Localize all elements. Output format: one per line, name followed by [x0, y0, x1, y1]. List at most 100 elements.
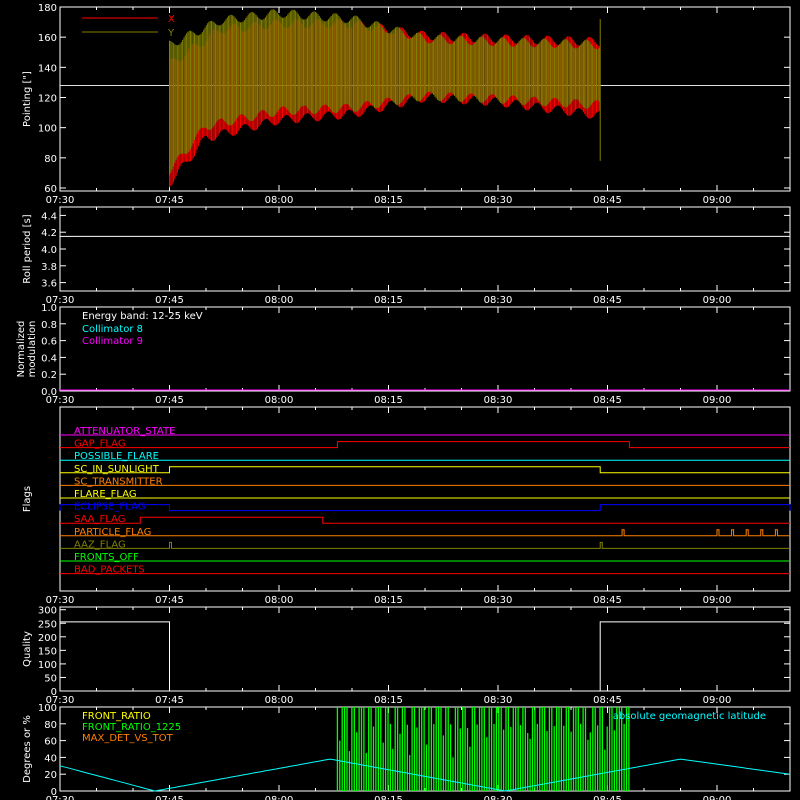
- time-tick-label: 07:30: [46, 395, 75, 406]
- y-tick-label: 4.2: [41, 228, 57, 239]
- flag-label: SC_TRANSMITTER: [74, 476, 163, 487]
- legend-label-latitude: absolute geomagnetic latitude: [613, 711, 766, 722]
- quality-line: [60, 621, 790, 692]
- time-tick-label: 07:30: [46, 795, 75, 800]
- modulation-ylabel: modulation: [27, 321, 38, 378]
- y-tick-label: 0: [51, 687, 57, 698]
- time-tick-label: 08:45: [593, 295, 622, 306]
- time-tick-label: 08:00: [265, 595, 294, 606]
- y-tick-label: 200: [38, 633, 57, 644]
- y-tick-label: 3.6: [41, 279, 57, 290]
- y-tick-label: 0.0: [41, 387, 57, 398]
- y-tick-label: 0.2: [41, 370, 57, 381]
- time-tick-label: 07:45: [155, 295, 184, 306]
- time-tick-label: 08:30: [484, 295, 513, 306]
- y-tick-label: 80: [44, 720, 57, 731]
- y-tick-label: 180: [38, 3, 57, 14]
- legend-label-Y: Y: [167, 28, 175, 39]
- flags-ylabel: Flags: [22, 486, 33, 512]
- time-tick-label: 07:30: [46, 695, 75, 706]
- y-tick-label: 100: [38, 703, 57, 714]
- time-tick-label: 08:45: [593, 395, 622, 406]
- time-tick-label: 09:00: [703, 195, 732, 206]
- flag-label: GAP_FLAG: [74, 439, 126, 450]
- y-tick-label: 120: [38, 93, 57, 104]
- time-tick-label: 09:00: [703, 295, 732, 306]
- y-tick-label: 100: [38, 660, 57, 671]
- y-tick-label: 60: [44, 737, 57, 748]
- geomagnetic-latitude-line: [59, 758, 791, 792]
- y-tick-label: 50: [44, 673, 57, 684]
- time-tick-label: 09:00: [703, 695, 732, 706]
- y-tick-label: 160: [38, 33, 57, 44]
- y-tick-label: 0.4: [41, 353, 57, 364]
- time-tick-label: 07:30: [46, 195, 75, 206]
- time-tick-label: 08:15: [374, 695, 403, 706]
- time-tick-label: 09:00: [703, 795, 732, 800]
- flag-label: SAA_FLAG: [74, 514, 125, 525]
- y-tick-label: 0.8: [41, 320, 57, 331]
- y-tick-label: 140: [38, 63, 57, 74]
- y-tick-label: 60: [44, 184, 57, 195]
- time-tick-label: 08:45: [593, 795, 622, 800]
- time-tick-label: 08:15: [374, 795, 403, 800]
- flag-trace: [60, 541, 790, 549]
- time-tick-label: 07:45: [155, 395, 184, 406]
- y-tick-label: 40: [44, 753, 57, 764]
- time-tick-label: 08:00: [265, 795, 294, 800]
- panels: 07:30 07:45 08:00 08:15 08:30 08:45 09:00 60 80 1…: [16, 3, 791, 800]
- roll-period-ylabel: Roll period [s]: [22, 214, 33, 283]
- time-tick-label: 07:30: [46, 595, 75, 606]
- modulation-ylabel: Normalized: [16, 321, 27, 378]
- y-tick-label: 80: [44, 154, 57, 165]
- flag-label: ECLIPSE_FLAG: [74, 502, 145, 513]
- flag-label: SC_IN_SUNLIGHT: [74, 464, 160, 475]
- flag-label: FLARE_FLAG: [74, 489, 137, 500]
- flag-trace: [59, 504, 791, 512]
- time-tick-label: 08:30: [484, 595, 513, 606]
- legend-label-collimator: Collimator 8: [82, 324, 143, 335]
- time-tick-label: 07:30: [46, 295, 75, 306]
- legend-label-ratio: FRONT_RATIO_1225: [82, 722, 181, 733]
- legend-label-collimator: Collimator 9: [82, 336, 143, 347]
- time-tick-label: 08:45: [593, 695, 622, 706]
- legend-label-X: X: [168, 14, 175, 25]
- y-tick-label: 300: [38, 606, 57, 617]
- time-tick-label: 07:45: [155, 595, 184, 606]
- time-tick-label: 08:00: [265, 695, 294, 706]
- y-tick-label: 100: [38, 124, 57, 135]
- y-tick-label: 0: [51, 787, 57, 798]
- flag-trace: [60, 466, 790, 474]
- y-tick-label: 1.0: [41, 303, 57, 314]
- time-tick-label: 08:30: [484, 695, 513, 706]
- time-tick-label: 08:00: [265, 195, 294, 206]
- flag-label: BAD_PACKETS: [74, 565, 145, 576]
- time-tick-label: 08:30: [484, 195, 513, 206]
- time-tick-label: 08:30: [484, 795, 513, 800]
- ratios-ylabel: Degrees or %: [22, 715, 33, 783]
- y-tick-label: 250: [38, 619, 57, 630]
- y-tick-label: 20: [44, 770, 57, 781]
- flag-trace: [60, 516, 790, 524]
- pointing-ylabel: Pointing ["]: [22, 71, 33, 127]
- time-tick-label: 08:00: [265, 395, 294, 406]
- time-tick-label: 08:15: [374, 395, 403, 406]
- flag-label: POSSIBLE_FLARE: [74, 451, 159, 462]
- time-tick-label: 08:45: [593, 195, 622, 206]
- flag-label: AAZ_FLAG: [74, 539, 126, 550]
- y-tick-label: 4.4: [41, 211, 57, 222]
- time-tick-label: 07:45: [155, 195, 184, 206]
- flag-trace: [60, 441, 790, 449]
- time-tick-label: 08:15: [374, 195, 403, 206]
- y-tick-label: 3.8: [41, 262, 57, 273]
- time-tick-label: 08:30: [484, 395, 513, 406]
- legend-label-ratio: FRONT_RATIO: [82, 711, 151, 722]
- time-tick-label: 09:00: [703, 595, 732, 606]
- energy-band-annotation: Energy band: 12-25 keV: [82, 311, 203, 322]
- time-tick-label: 09:00: [703, 395, 732, 406]
- time-tick-label: 08:45: [593, 595, 622, 606]
- flag-label: FRONTS_OFF: [74, 552, 139, 563]
- time-tick-label: 08:15: [374, 295, 403, 306]
